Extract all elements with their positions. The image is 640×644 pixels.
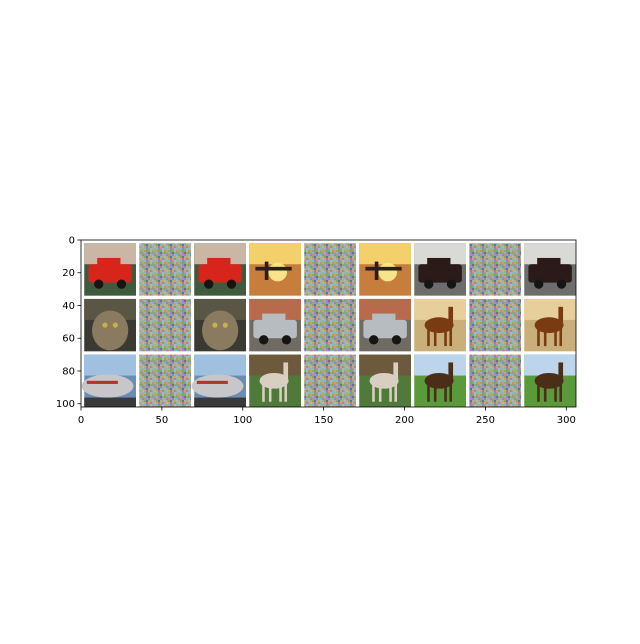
- tile-silver-car: [359, 298, 411, 352]
- tile-noise: [469, 243, 521, 296]
- tile-cat: [194, 298, 246, 352]
- tile-silver-car: [249, 298, 301, 352]
- tile-cat: [84, 298, 136, 352]
- x-tick-label: 0: [78, 415, 84, 426]
- tile-white-horse: [249, 354, 301, 407]
- y-tick-label: 40: [62, 301, 75, 312]
- tile-dark-horse: [524, 354, 576, 407]
- y-axis: 0 20 40 60 80 100: [56, 236, 81, 410]
- x-tick-label: 300: [557, 415, 576, 426]
- tile-noise: [469, 298, 521, 352]
- tile-white-horse: [359, 354, 411, 407]
- tile-noise: [139, 354, 191, 407]
- x-tick-label: 50: [156, 415, 169, 426]
- tile-noise: [304, 243, 356, 296]
- tile-airplane: [81, 354, 136, 407]
- y-tick-label: 0: [69, 236, 75, 247]
- tile-dark-car: [414, 243, 466, 296]
- y-tick-label: 20: [62, 268, 75, 279]
- image-tiles: [81, 243, 576, 407]
- x-tick-label: 250: [476, 415, 495, 426]
- axes-frame: [80, 239, 577, 408]
- x-tick-label: 150: [314, 415, 333, 426]
- tile-dark-car: [524, 243, 576, 296]
- tile-biplane-sunset: [359, 243, 411, 296]
- tile-noise: [139, 298, 191, 352]
- tile-biplane-sunset: [249, 243, 301, 296]
- x-axis: 0 50 100 150 200 250 300: [78, 407, 576, 426]
- tile-noise: [304, 354, 356, 407]
- tile-airplane: [191, 354, 246, 407]
- tile-brown-horse: [414, 298, 466, 352]
- y-tick-label: 100: [56, 399, 75, 410]
- x-tick-label: 200: [395, 415, 414, 426]
- tile-noise: [139, 243, 191, 296]
- y-tick-label: 80: [62, 366, 75, 377]
- tile-brown-horse: [524, 298, 576, 352]
- tile-red-car: [194, 243, 246, 296]
- y-tick-label: 60: [62, 334, 75, 345]
- x-tick-label: 100: [233, 415, 252, 426]
- tile-noise: [304, 298, 356, 352]
- tile-dark-horse: [414, 354, 466, 407]
- tile-red-car: [84, 243, 136, 296]
- tile-noise: [469, 354, 521, 407]
